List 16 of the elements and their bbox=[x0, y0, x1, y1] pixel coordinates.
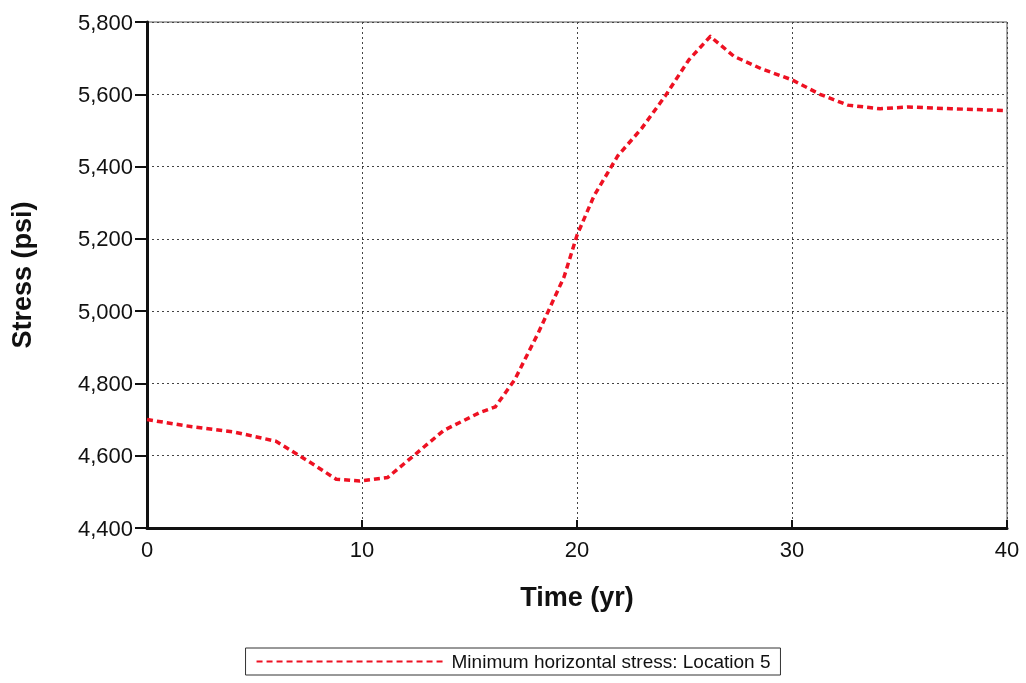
x-tick-label: 30 bbox=[779, 536, 805, 562]
x-tick-label: 0 bbox=[140, 536, 154, 562]
y-axis-title: Stress (psi) bbox=[6, 201, 37, 349]
text: Minimum horizontal stress: Location 5 bbox=[451, 651, 771, 672]
x-tick-label: 40 bbox=[994, 536, 1020, 562]
x-axis-title: Time (yr) bbox=[520, 581, 634, 612]
x-tick-label: 20 bbox=[564, 536, 590, 562]
y-tick-label: 5,400 bbox=[77, 154, 133, 180]
y-tick-label: 5,600 bbox=[77, 81, 133, 107]
x-tick-label: 10 bbox=[349, 536, 375, 562]
y-tick-label: 4,400 bbox=[77, 515, 133, 541]
y-tick-label: 4,600 bbox=[77, 443, 133, 469]
y-tick-label: 4,800 bbox=[77, 370, 133, 396]
y-tick-label: 5,000 bbox=[77, 298, 133, 324]
y-tick-label: 5,200 bbox=[77, 226, 133, 252]
y-tick-label: 5,800 bbox=[77, 9, 133, 35]
